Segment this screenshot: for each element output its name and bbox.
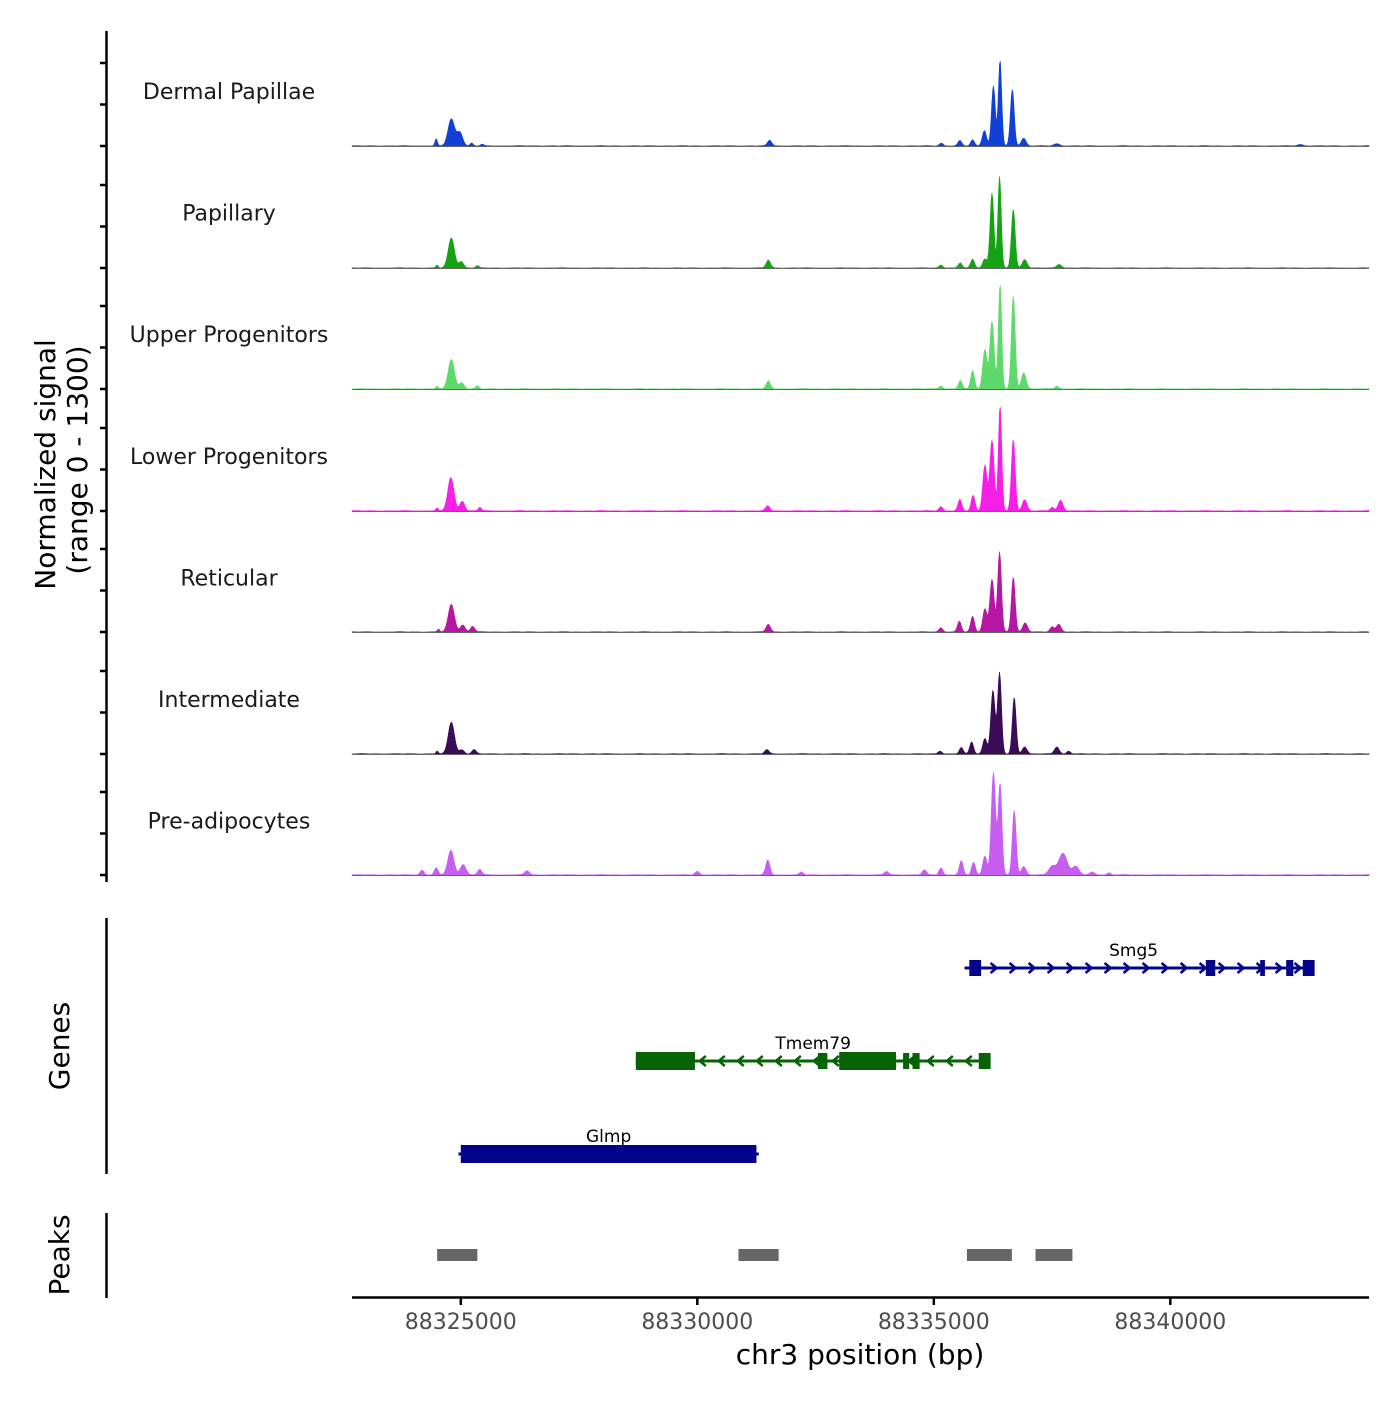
track-0: Dermal Papillae — [143, 61, 1370, 147]
y-axis-title-line-1: Normalized signal — [29, 339, 62, 590]
strand-arrow — [1008, 962, 1018, 974]
strand-arrow — [1103, 962, 1113, 974]
x-tick-label: 88340000 — [1114, 1310, 1226, 1335]
signal-area — [351, 551, 1370, 633]
signal-area — [351, 407, 1370, 512]
strand-arrow — [1027, 962, 1037, 974]
strand-arrow — [1046, 962, 1056, 974]
peaks-track-title: Peaks — [43, 1214, 76, 1295]
x-tick-label: 88335000 — [878, 1310, 990, 1335]
x-axis-title: chr3 position (bp) — [736, 1338, 985, 1371]
strand-arrow — [1198, 962, 1208, 974]
x-tick-label: 88325000 — [405, 1310, 517, 1335]
gene-exon — [817, 1053, 828, 1069]
genes-track: Smg5 Tmem79 Glmp — [458, 941, 1315, 1163]
signal-area — [351, 772, 1370, 876]
strand-arrow — [1160, 962, 1170, 974]
gene-exon — [853, 1053, 868, 1069]
strand-arrow — [989, 962, 999, 974]
gene-label: Tmem79 — [774, 1034, 851, 1054]
gene-label: Glmp — [586, 1127, 631, 1147]
track-label: Lower Progenitors — [130, 445, 328, 470]
strand-arrow — [1179, 962, 1189, 974]
strand-arrow — [811, 1055, 821, 1067]
gene-label: Smg5 — [1109, 941, 1158, 961]
gene-tmem79: Tmem79 — [635, 1034, 991, 1070]
gene-utr — [460, 1145, 757, 1163]
signal-area — [351, 176, 1370, 269]
track-6: Pre-adipocytes — [148, 772, 1370, 876]
gene-exon — [903, 1053, 910, 1069]
coverage-y-ticks — [100, 61, 106, 877]
y-axis-title-line-2: (range 0 - 1300) — [61, 345, 94, 574]
strand-arrow — [925, 1055, 935, 1067]
gene-exon — [1205, 960, 1216, 976]
track-5: Intermediate — [158, 671, 1370, 755]
peaks-track — [437, 1249, 1073, 1261]
gene-exon — [1286, 960, 1294, 976]
peak-region — [437, 1249, 478, 1261]
peak-region — [966, 1249, 1012, 1261]
track-1: Papillary — [182, 176, 1370, 269]
coverage-tracks: Dermal Papillae Papillary Upper Progenitor… — [130, 61, 1370, 876]
signal-area — [351, 671, 1370, 755]
strand-arrow — [792, 1055, 802, 1067]
signal-area — [351, 285, 1370, 390]
x-axis-ticks: 88325000 88330000 88335000 88340000 — [405, 1298, 1226, 1335]
gene-glmp: Glmp — [458, 1127, 759, 1163]
gene-exon — [978, 1053, 991, 1069]
peak-region — [738, 1249, 779, 1261]
strand-arrow — [1236, 962, 1246, 974]
track-label: Pre-adipocytes — [148, 810, 311, 835]
strand-arrow — [944, 1055, 954, 1067]
strand-arrow — [735, 1055, 745, 1067]
gene-exon — [912, 1053, 920, 1069]
strand-arrow — [963, 1055, 973, 1067]
strand-arrow — [754, 1055, 764, 1067]
gene-exon — [969, 960, 982, 976]
track-label: Dermal Papillae — [143, 80, 315, 105]
gene-exon — [1302, 960, 1315, 976]
track-3: Lower Progenitors — [130, 407, 1370, 512]
strand-arrow — [1141, 962, 1151, 974]
gene-exon — [1260, 960, 1265, 976]
strand-arrow — [773, 1055, 783, 1067]
strand-arrow — [1065, 962, 1075, 974]
strand-arrow — [697, 1055, 707, 1067]
track-label: Papillary — [182, 202, 276, 227]
strand-arrow — [830, 1055, 840, 1067]
strand-arrow — [1293, 962, 1303, 974]
gene-smg5: Smg5 — [964, 941, 1315, 976]
genes-track-title: Genes — [43, 1002, 76, 1090]
track-label: Reticular — [180, 566, 278, 591]
strand-arrow — [1274, 962, 1284, 974]
coverage-y-axis-title: Normalized signal (range 0 - 1300) — [29, 330, 94, 589]
track-4: Reticular — [180, 551, 1370, 633]
gene-utr — [635, 1052, 695, 1070]
strand-arrow — [1084, 962, 1094, 974]
strand-arrow — [1217, 962, 1227, 974]
peak-region — [1035, 1249, 1073, 1261]
track-2: Upper Progenitors — [130, 285, 1370, 390]
strand-arrow — [716, 1055, 726, 1067]
signal-area — [351, 61, 1370, 147]
x-tick-label: 88330000 — [641, 1310, 753, 1335]
track-label: Upper Progenitors — [130, 323, 329, 348]
strand-arrow — [1122, 962, 1132, 974]
track-label: Intermediate — [158, 688, 300, 713]
